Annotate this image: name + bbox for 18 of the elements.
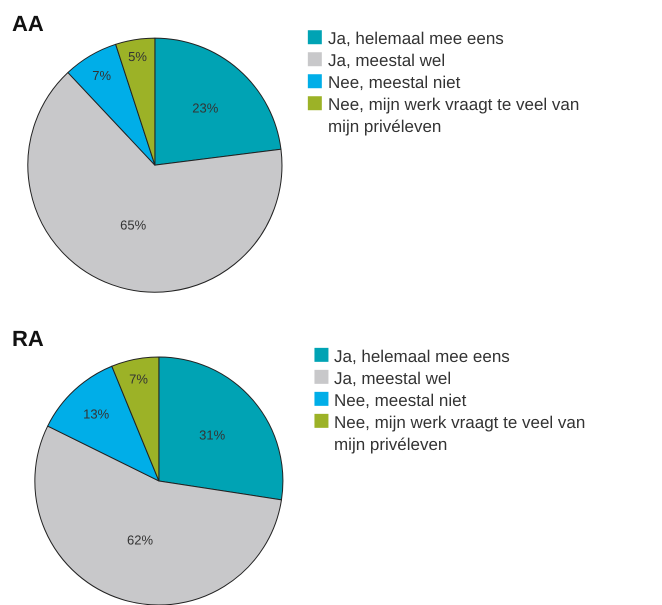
- data-label: 13%: [83, 406, 110, 422]
- legend-label: Ja, helemaal mee eens: [334, 347, 510, 366]
- legend-label: Ja, meestal wel: [328, 51, 446, 70]
- data-label: 7%: [129, 372, 148, 387]
- legend-label: Nee, mijn werk vraagt te veel van mijn privéleven: [334, 413, 586, 454]
- data-label: 23%: [192, 100, 219, 116]
- legend-label: Ja, helemaal mee eens: [328, 29, 504, 48]
- legend-label: Nee, meestal niet: [328, 73, 461, 92]
- legend-label: Ja, meestal wel: [334, 369, 452, 388]
- data-label: 62%: [126, 532, 154, 548]
- data-label: 31%: [199, 428, 226, 443]
- data-label: 7%: [92, 68, 112, 83]
- legend-label: Nee, meestal niet: [334, 391, 467, 410]
- chart-title: AA: [12, 11, 44, 36]
- legend-label: Nee, mijn werk vraagt te veel van mijn privéleven: [328, 95, 580, 136]
- data-label: 65%: [120, 217, 147, 232]
- data-label: 5%: [128, 49, 148, 64]
- chart-title: RA: [12, 326, 44, 351]
